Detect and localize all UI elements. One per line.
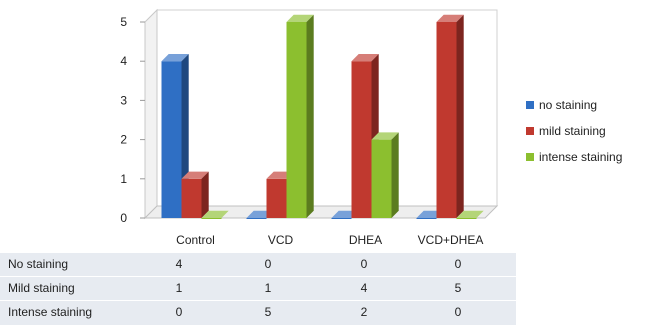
bar-side-face: [391, 132, 399, 218]
bar-side-face: [456, 14, 464, 218]
bar-intense-staining: [286, 22, 307, 218]
bar-top-face: [351, 54, 379, 62]
bar-side-face: [306, 14, 314, 218]
bar-top-face: [456, 210, 484, 218]
x-category-label: Control: [176, 233, 215, 247]
y-tick-label: 2: [120, 133, 127, 147]
x-category-label: VCD: [268, 233, 294, 247]
bar-intense-staining: [201, 218, 222, 219]
table-cell: 4: [360, 281, 368, 295]
bar-mild-staining: [436, 22, 457, 218]
bar-side-face: [201, 171, 209, 218]
bar-intense-staining: [456, 218, 477, 219]
table-cell: 0: [264, 257, 272, 271]
x-category-label: VCD+DHEA: [418, 233, 484, 247]
table-cell: 4: [175, 257, 183, 271]
bar-top-face: [161, 54, 189, 62]
table-cell: 5: [264, 305, 272, 319]
table-cell: 0: [175, 305, 183, 319]
legend-swatch-no-staining: [526, 101, 534, 109]
legend-swatch-intense-staining: [526, 153, 534, 161]
bar-top-face: [371, 132, 399, 140]
table-cell: 1: [264, 281, 272, 295]
bar-no-staining: [331, 218, 352, 219]
table-row-label: No staining: [8, 257, 69, 271]
chart-side-wall: [144, 8, 158, 220]
table-row-no-staining: No staining 4 0 0 0: [0, 252, 516, 277]
table-row-label: Mild staining: [8, 281, 75, 295]
y-tick-label: 1: [120, 172, 127, 186]
legend-label-no-staining: no staining: [539, 98, 598, 112]
table-cell: 1: [175, 281, 183, 295]
bar-top-face: [436, 14, 464, 22]
y-tick-label: 3: [120, 93, 127, 107]
legend-label-mild-staining: mild staining: [539, 124, 606, 138]
bar-no-staining: [161, 61, 182, 219]
bar-mild-staining: [351, 61, 372, 219]
y-tick-label: 0: [120, 211, 127, 225]
bar-no-staining: [246, 218, 267, 219]
legend-item-intense-staining: intense staining: [526, 146, 646, 168]
bar-no-staining: [416, 218, 437, 219]
legend-label-intense-staining: intense staining: [539, 150, 623, 164]
legend-swatch-mild-staining: [526, 127, 534, 135]
table-cell: 2: [360, 305, 368, 319]
legend-item-mild-staining: mild staining: [526, 120, 646, 142]
bar-intense-staining: [371, 139, 392, 218]
table-cell: 0: [454, 305, 462, 319]
table-cell: 0: [360, 257, 368, 271]
bar-top-face: [181, 171, 209, 179]
y-tick-label: 5: [120, 15, 127, 29]
table-row-label: Intense staining: [8, 305, 93, 319]
y-tick-label: 4: [120, 54, 127, 68]
bar-top-face: [201, 210, 229, 218]
bar-mild-staining: [181, 178, 202, 218]
table-row-intense-staining: Intense staining 0 5 2 0: [0, 300, 516, 325]
x-category-label: DHEA: [349, 233, 382, 247]
table-cell: 5: [454, 281, 462, 295]
data-table: No staining 4 0 0 0 Mild staining 1 1 4 …: [0, 252, 516, 325]
bar-top-face: [286, 14, 314, 22]
table-cell: 0: [454, 257, 462, 271]
legend-item-no-staining: no staining: [526, 94, 646, 116]
bar-mild-staining: [266, 178, 287, 218]
table-row-mild-staining: Mild staining 1 1 4 5: [0, 276, 516, 301]
chart-legend: no staining mild staining intense staini…: [526, 94, 646, 172]
